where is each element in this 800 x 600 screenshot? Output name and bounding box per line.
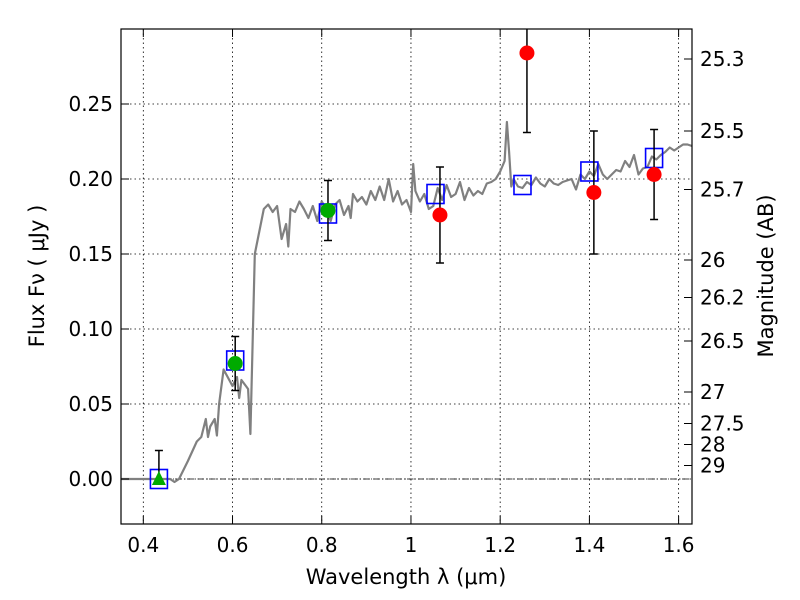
triangle-point — [151, 471, 166, 485]
data-point — [227, 356, 243, 371]
model-square — [426, 183, 445, 205]
magnitude-tick-label: 25.5 — [700, 119, 745, 143]
magnitude-tick-label: 26.2 — [700, 286, 745, 310]
y-tick-label: 0.25 — [68, 92, 113, 116]
x-tick-label: 0.4 — [127, 533, 159, 557]
magnitude-tick-label: 25.7 — [700, 178, 745, 202]
magnitude-tick-label: 27 — [700, 380, 725, 404]
grid — [121, 29, 692, 524]
model-square — [513, 174, 532, 196]
data-point — [320, 203, 336, 218]
x-tick-labels: 0.4 0.6 0.8 1 1.2 1.4 1.6 — [127, 533, 694, 557]
data-point — [586, 185, 602, 200]
y-tick-label: 0.20 — [68, 167, 113, 191]
markers — [149, 29, 664, 490]
model-square — [580, 161, 599, 182]
y-tick-label: 0.15 — [68, 242, 113, 266]
data-point — [432, 207, 448, 223]
right-axis-label: Magnitude (AB) — [754, 194, 778, 357]
x-tick-label: 1 — [405, 533, 418, 557]
x-tick-label: 1.2 — [484, 533, 516, 557]
y-tick-labels: 0.00 0.05 0.10 0.15 0.20 0.25 — [68, 92, 113, 491]
plot-area — [121, 29, 692, 524]
y-tick-label: 0.00 — [68, 467, 113, 491]
x-tick-label: 0.6 — [217, 533, 249, 557]
magnitude-tick-label: 25.3 — [700, 47, 745, 71]
data-point — [646, 167, 662, 182]
y-axis-label: Flux Fν ( μJy ) — [25, 205, 49, 348]
magnitude-tick-label: 29 — [700, 454, 725, 478]
x-tick-label: 0.8 — [306, 533, 338, 557]
x-tick-label: 1.4 — [573, 533, 605, 557]
magnitude-tick-label: 28 — [700, 433, 725, 457]
y-tick-label: 0.10 — [68, 317, 113, 341]
magnitude-tick-label: 26.5 — [700, 329, 745, 353]
y-tick-label: 0.05 — [68, 392, 113, 416]
ticks — [121, 29, 692, 524]
x-axis-label: Wavelength λ (μm) — [306, 565, 507, 589]
data-point — [519, 45, 535, 61]
x-tick-label: 1.6 — [663, 533, 695, 557]
magnitude-tick-label: 27.5 — [700, 412, 745, 436]
plot-frame — [120, 28, 693, 525]
magnitude-tick-label: 26 — [700, 248, 725, 272]
